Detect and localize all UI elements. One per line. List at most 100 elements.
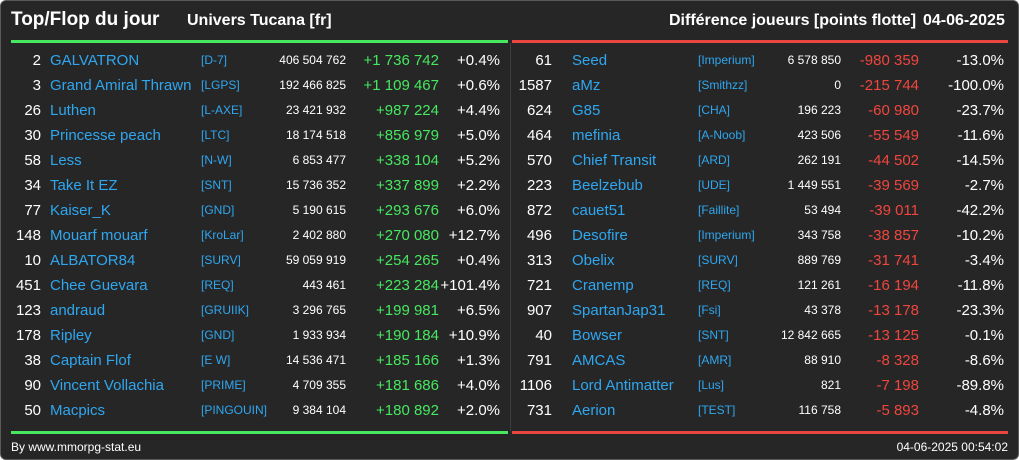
player-rank: 3 (32, 77, 41, 94)
player-name-link[interactable]: Ripley (50, 327, 92, 344)
percent-change: +6.0% (457, 202, 500, 219)
percent-change: -89.8% (956, 377, 1004, 394)
points-difference: +338 104 (376, 152, 439, 169)
player-points: 4 709 355 (292, 378, 346, 392)
top-row: 178 Ripley [GND] 1 933 934 +190 184 +10.9% (1, 323, 509, 348)
player-points: 121 261 (797, 278, 841, 292)
flop-row: 570 Chief Transit [ARD] 262 191 -44 502 -14.5… (511, 148, 1018, 173)
player-name-link[interactable]: Luthen (50, 102, 96, 119)
player-name-link[interactable]: Less (50, 152, 82, 169)
player-points: 6 853 477 (292, 153, 346, 167)
player-name-link[interactable]: Take It EZ (50, 177, 118, 194)
percent-change: +0.4% (457, 52, 500, 69)
points-difference: -13 125 (868, 327, 919, 344)
alliance-tag-link[interactable]: [SNT] (698, 328, 729, 342)
points-difference: -55 549 (868, 127, 919, 144)
player-name-link[interactable]: Captain Flof (50, 352, 131, 369)
alliance-tag-link[interactable]: [SURV] (698, 253, 738, 267)
alliance-tag-link[interactable]: [Imperium] (698, 228, 755, 242)
player-name-link[interactable]: Macpics (50, 402, 106, 419)
player-name-link[interactable]: Seed (572, 52, 608, 69)
percent-change: -0.1% (964, 327, 1004, 344)
top-row: 148 Mouarf mouarf [KroLar] 2 402 880 +270 08… (1, 223, 509, 248)
points-difference: +337 899 (376, 177, 439, 194)
player-name-link[interactable]: G85 (572, 102, 601, 119)
player-points: 406 504 762 (279, 53, 346, 67)
player-rank: 721 (526, 277, 552, 294)
player-name-link[interactable]: Beelzebub (572, 177, 643, 194)
player-name-link[interactable]: Bowser (572, 327, 623, 344)
points-difference: +987 224 (376, 102, 439, 119)
alliance-tag-link[interactable]: [L-AXE] (201, 103, 243, 117)
percent-change: -3.4% (964, 252, 1004, 269)
alliance-tag-link[interactable]: [PRIME] (201, 378, 246, 392)
player-name-link[interactable]: andraud (50, 302, 106, 319)
top-row: 30 Princesse peach [LTC] 18 174 518 +856 979… (1, 123, 509, 148)
alliance-tag-link[interactable]: [SNT] (201, 178, 232, 192)
player-points: 5 190 615 (292, 203, 346, 217)
alliance-tag-link[interactable]: [LGPS] (201, 78, 240, 92)
alliance-tag-link[interactable]: [REQ] (698, 278, 731, 292)
alliance-tag-link[interactable]: [PINGOUIN] (201, 403, 268, 417)
player-name-link[interactable]: Aerion (572, 402, 616, 419)
bottom-divider-red (512, 431, 1008, 434)
alliance-tag-link[interactable]: [E W] (201, 353, 231, 367)
alliance-tag-link[interactable]: [GND] (201, 328, 235, 342)
points-difference: +190 184 (376, 327, 439, 344)
player-name-link[interactable]: Desofire (572, 227, 628, 244)
player-name-link[interactable]: aMz (572, 77, 601, 94)
player-name-link[interactable]: SpartanJap31 (572, 302, 666, 319)
player-name-link[interactable]: mefinia (572, 127, 621, 144)
player-name-link[interactable]: Vincent Vollachia (50, 377, 164, 394)
alliance-tag-link[interactable]: [Faillite] (698, 203, 740, 217)
percent-change: -2.7% (964, 177, 1004, 194)
alliance-tag-link[interactable]: [N-W] (201, 153, 232, 167)
player-points: 262 191 (797, 153, 841, 167)
alliance-tag-link[interactable]: [AMR] (698, 353, 732, 367)
alliance-tag-link[interactable]: [GRUIIK] (201, 303, 250, 317)
player-points: 43 378 (804, 303, 841, 317)
column-divider (510, 43, 511, 431)
player-rank: 872 (526, 202, 552, 219)
top-row: 2 GALVATRON [D-7] 406 504 762 +1 736 742 +0.4… (1, 48, 509, 73)
alliance-tag-link[interactable]: [CHA] (698, 103, 731, 117)
player-rank: 624 (526, 102, 552, 119)
alliance-tag-link[interactable]: [SURV] (201, 253, 241, 267)
player-rank: 26 (24, 102, 41, 119)
alliance-tag-link[interactable]: [ARD] (698, 153, 731, 167)
alliance-tag-link[interactable]: [TEST] (698, 403, 736, 417)
points-difference: -5 893 (876, 402, 919, 419)
player-rank: 178 (15, 327, 41, 344)
player-name-link[interactable]: AMCAS (572, 352, 626, 369)
footer-timestamp: 04-06-2025 00:54:02 (896, 440, 1008, 454)
player-name-link[interactable]: cauet51 (572, 202, 626, 219)
player-name-link[interactable]: Princesse peach (50, 127, 161, 144)
player-points: 18 174 518 (285, 128, 346, 142)
player-rank: 570 (526, 152, 552, 169)
player-name-link[interactable]: Obelix (572, 252, 615, 269)
alliance-tag-link[interactable]: [Imperium] (698, 53, 755, 67)
alliance-tag-link[interactable]: [KroLar] (201, 228, 244, 242)
player-name-link[interactable]: Chief Transit (572, 152, 657, 169)
alliance-tag-link[interactable]: [Fsi] (698, 303, 721, 317)
alliance-tag-link[interactable]: [Smithzz] (698, 78, 748, 92)
alliance-tag-link[interactable]: [A-Noob] (698, 128, 746, 142)
alliance-tag-link[interactable]: [LTC] (201, 128, 230, 142)
player-name-link[interactable]: Grand Amiral Thrawn (50, 77, 192, 94)
player-name-link[interactable]: Chee Guevara (50, 277, 148, 294)
player-name-link[interactable]: ALBATOR84 (50, 252, 136, 269)
alliance-tag-link[interactable]: [REQ] (201, 278, 234, 292)
player-name-link[interactable]: Mouarf mouarf (50, 227, 148, 244)
alliance-tag-link[interactable]: [Lus] (698, 378, 725, 392)
alliance-tag-link[interactable]: [GND] (201, 203, 235, 217)
alliance-tag-link[interactable]: [D-7] (201, 53, 228, 67)
alliance-tag-link[interactable]: [UDE] (698, 178, 731, 192)
player-rank: 61 (535, 52, 552, 69)
player-name-link[interactable]: GALVATRON (50, 52, 140, 69)
percent-change: -8.6% (964, 352, 1004, 369)
points-difference: +293 676 (376, 202, 439, 219)
points-difference: -215 744 (859, 77, 919, 94)
player-name-link[interactable]: Cranemp (572, 277, 634, 294)
player-name-link[interactable]: Kaiser_K (50, 202, 111, 219)
player-name-link[interactable]: Lord Antimatter (572, 377, 674, 394)
